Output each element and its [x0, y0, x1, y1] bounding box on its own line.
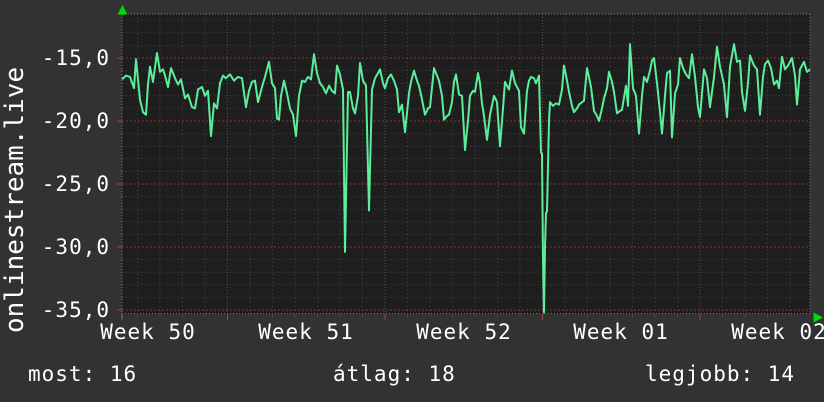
stat-most: most: 16: [28, 362, 138, 386]
y-tick-label: -15,0: [41, 46, 110, 70]
plot-frame: [121, 13, 811, 314]
x-tick-label: Week 50: [100, 320, 196, 344]
x-axis-arrow-right-icon: [813, 312, 823, 323]
grid-major-value: [122, 57, 810, 311]
x-tick-label: Week 52: [416, 320, 512, 344]
x-tick-label: Week 02: [731, 320, 824, 344]
y-tick-label: -35,0: [41, 298, 110, 322]
stat-atlag: átlag: 18: [333, 362, 456, 386]
y-tick-label: -20,0: [41, 109, 110, 133]
x-tick-label: Week 51: [258, 320, 354, 344]
axis-ticks: [117, 19, 791, 321]
data-line: [121, 43, 811, 314]
y-tick-label: -30,0: [41, 235, 110, 259]
y-axis-arrow-up-icon: [117, 5, 128, 15]
x-tick-label: Week 01: [573, 320, 669, 344]
stat-legjobb: legjobb: 14: [645, 362, 796, 386]
y-tick-label: -25,0: [41, 172, 110, 196]
plot-area: [122, 14, 810, 314]
